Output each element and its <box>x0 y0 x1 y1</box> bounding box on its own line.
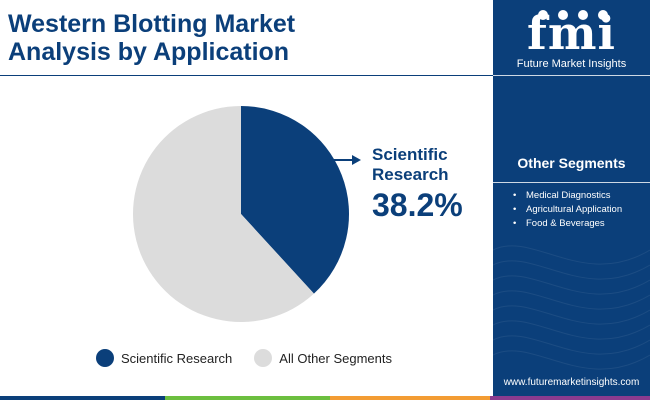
title-line-1: Western Blotting Market <box>8 10 296 38</box>
callout-arrow <box>332 155 361 165</box>
slice-callout: Scientific Research 38.2% <box>372 145 463 223</box>
callout-category-line-2: Research <box>372 165 449 184</box>
bottom-bar-segment <box>330 396 490 400</box>
pie-slice-scientific-research <box>241 106 349 294</box>
globe-icon <box>538 10 548 20</box>
bottom-bar-segment <box>165 396 330 400</box>
title-divider <box>0 75 493 76</box>
chart-legend: Scientific Research All Other Segments <box>96 347 414 369</box>
legend-label: All Other Segments <box>279 350 392 366</box>
title-line-2: Analysis by Application <box>8 38 290 66</box>
callout-value: 38.2% <box>372 187 463 223</box>
legend-item-scientific-research: Scientific Research <box>96 349 232 367</box>
gear-icon <box>578 10 588 20</box>
list-item: Agricultural Application <box>513 204 643 216</box>
segments-divider <box>493 182 650 183</box>
person-icon <box>598 10 608 20</box>
pie-chart <box>133 106 361 323</box>
legend-swatch <box>254 349 273 367</box>
logo-divider <box>493 75 650 76</box>
bottom-bar-segment <box>490 396 650 400</box>
list-item: Food & Beverages <box>513 218 643 230</box>
website-link[interactable]: www.futuremarketinsights.com <box>503 377 640 388</box>
bottom-bar-segment <box>0 396 165 400</box>
logo-name: Future Market Insights <box>516 58 627 70</box>
logo-icons <box>538 10 608 20</box>
legend-item-all-other-segments: All Other Segments <box>254 349 392 367</box>
sidebar-wave-pattern <box>493 245 650 370</box>
legend-label: Scientific Research <box>121 350 233 366</box>
pie-slice-all-other-segments <box>133 106 314 323</box>
callout-category-line-1: Scientific <box>372 145 448 164</box>
list-item: Medical Diagnostics <box>513 190 643 202</box>
bottom-color-bar <box>0 396 650 400</box>
page-title: Western Blotting Market Analysis by Appl… <box>8 10 488 66</box>
other-segments-title: Other Segments <box>517 155 626 171</box>
sidebar: fmi Future Market Insights Other Segment… <box>493 0 650 400</box>
other-segments-list: Medical Diagnostics Agricultural Applica… <box>513 190 643 232</box>
legend-swatch <box>96 349 114 367</box>
leaf-icon <box>558 10 568 20</box>
